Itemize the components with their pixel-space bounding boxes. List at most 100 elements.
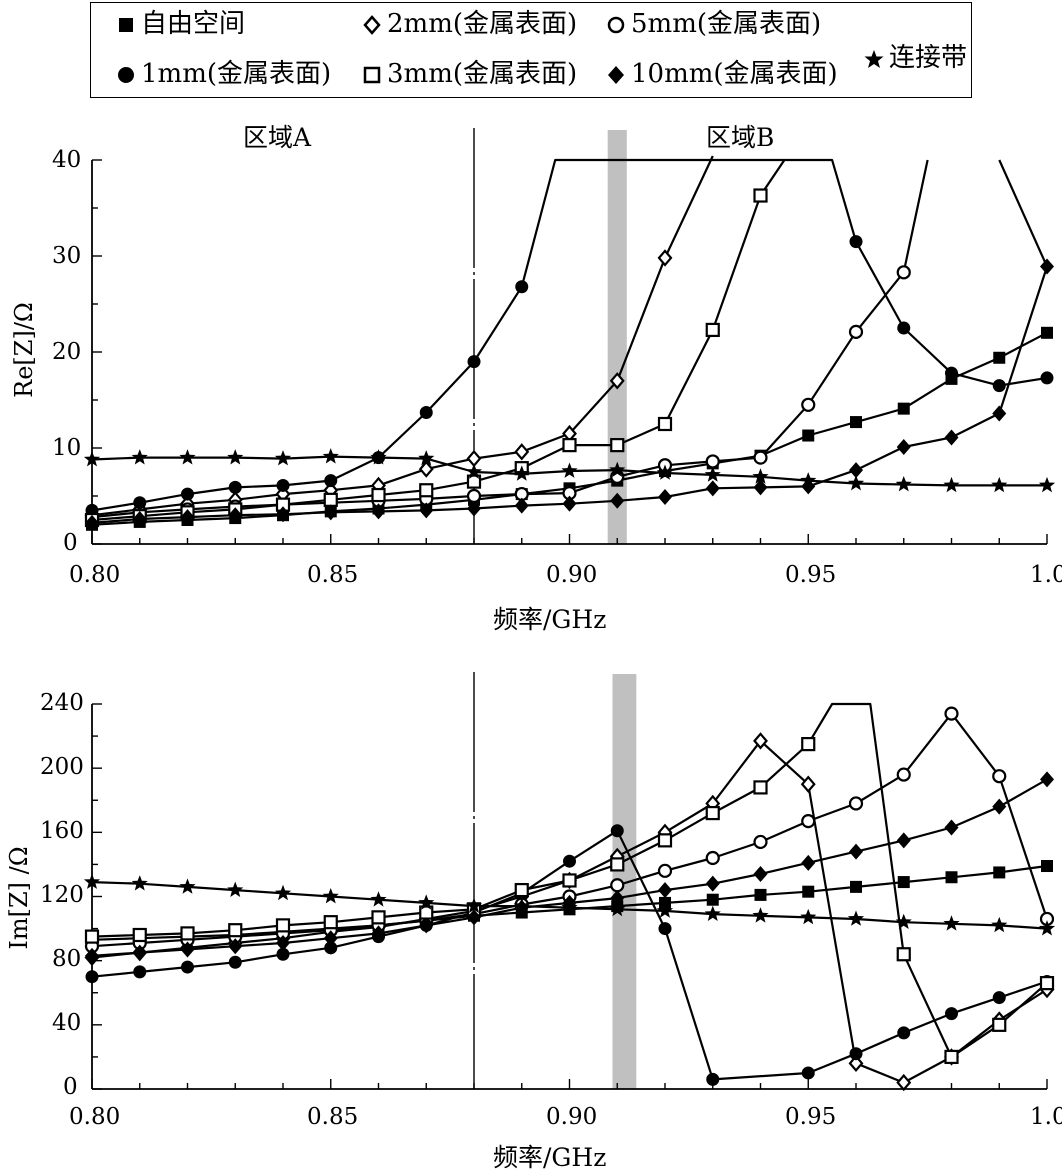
bottom-circle-filled-marker [849, 1047, 863, 1061]
legend-item-strap: 连接带 [863, 43, 967, 73]
top-diamond-filled-marker [753, 479, 768, 496]
bottom-diamond-filled-marker [849, 843, 863, 860]
bottom-star-marker [274, 884, 292, 901]
diamond-open-icon [361, 14, 383, 36]
bottom-square-filled-marker [993, 866, 1006, 879]
legend-item-3mm: 3mm(金属表面) [361, 59, 577, 89]
bottom-series-line [91, 829, 1048, 1081]
bottom-square-open-marker [610, 857, 625, 872]
bottom-x-tick: 0.85 [307, 1104, 359, 1130]
top-star-marker [800, 472, 817, 488]
top-square-open-marker [371, 487, 386, 503]
bottom-circle-filled-marker [181, 960, 194, 974]
bottom-star-marker [943, 915, 960, 931]
top-circle-filled-marker [849, 235, 863, 249]
top-circle-filled-marker [515, 280, 529, 294]
top-star-marker [991, 476, 1008, 493]
bottom-diamond-filled-marker [323, 930, 338, 947]
bottom-diamond-filled-marker [371, 925, 386, 942]
top-y-tick: 20 [52, 339, 82, 365]
bottom-star-marker [83, 873, 101, 889]
top-x-axis-label: 频率/GHz [493, 605, 607, 634]
top-diamond-filled-marker [896, 439, 911, 456]
top-diamond-filled-marker [1040, 258, 1054, 275]
bottom-square-open-marker [514, 882, 529, 898]
top-diamond-open-marker [657, 249, 673, 267]
top-star-marker [227, 449, 244, 465]
bottom-square-open-marker [228, 923, 243, 938]
legend: 自由空间 2mm(金属表面) 5mm(金属表面) 1mm(金属表面) 3mm(金… [90, 2, 972, 98]
bottom-star-marker [179, 878, 196, 894]
top-x-tick: 0.90 [546, 562, 598, 588]
square-open-icon [361, 64, 383, 86]
top-star-marker [465, 463, 483, 479]
top-circle-filled-marker [228, 480, 242, 494]
bottom-star-marker [752, 907, 769, 923]
legend-item-1mm: 1mm(金属表面) [115, 59, 331, 89]
bottom-square-open-marker [705, 805, 720, 821]
top-star-marker [895, 476, 912, 492]
top-diamond-open-marker [466, 449, 482, 468]
top-x-tick: 0.85 [307, 562, 359, 588]
top-square-filled-marker [993, 351, 1006, 364]
top-square-open-marker [753, 188, 768, 203]
top-series-line [91, 159, 786, 522]
top-x-tick: 1.0 [1030, 562, 1062, 588]
bottom-star-marker [895, 913, 912, 929]
bottom-circle-open-marker [896, 767, 911, 782]
bottom-circle-open-marker [657, 863, 673, 878]
bottom-star-marker [847, 910, 865, 926]
region-b-label: 区域B [706, 123, 775, 152]
top-star-marker [609, 461, 626, 477]
bottom-series-line [91, 702, 1048, 1058]
top-square-open-marker [657, 416, 673, 432]
bottom-circle-open-marker [992, 769, 1007, 784]
bottom-circle-filled-marker [324, 941, 338, 955]
bottom-circle-filled-marker [85, 970, 99, 984]
bottom-square-open-marker [275, 918, 291, 933]
circle-filled-icon [115, 64, 137, 86]
bottom-circle-open-marker [944, 706, 959, 721]
bottom-y-axis-label: Im[Z] /Ω [5, 846, 33, 950]
bottom-square-open-marker [562, 873, 577, 888]
bottom-diamond-filled-marker [419, 917, 434, 934]
legend-item-10mm: 10mm(金属表面) [605, 59, 838, 89]
top-star-marker [943, 476, 960, 493]
bottom-diamond-filled-marker [705, 875, 720, 892]
bottom-x-tick: 1.0 [1030, 1104, 1062, 1130]
top-star-marker [847, 475, 865, 491]
top-circle-filled-marker [181, 487, 194, 501]
top-diamond-filled-marker [467, 500, 481, 517]
bottom-circle-filled-marker [897, 1026, 911, 1040]
bottom-square-open-marker [657, 833, 673, 848]
top-series-line [91, 159, 929, 519]
top-circle-filled-marker [324, 474, 338, 488]
top-square-filled-marker [897, 402, 910, 415]
top-square-filled-marker [802, 429, 815, 442]
legend-item-free-space: 自由空间 [115, 9, 245, 39]
top-star-marker [274, 450, 292, 466]
top-diamond-filled-marker [132, 511, 147, 528]
bottom-star-marker [465, 897, 483, 913]
bottom-square-filled-marker [850, 880, 862, 893]
bottom-circle-filled-marker [610, 824, 624, 838]
bottom-x-axis-label: 频率/GHz [493, 1143, 607, 1172]
bottom-diamond-filled-marker [992, 798, 1007, 815]
top-y-tick: 30 [52, 243, 82, 269]
bottom-square-open-marker [801, 737, 816, 752]
top-circle-filled-marker [945, 366, 958, 380]
top-diamond-filled-marker [419, 502, 434, 519]
top-star-marker [83, 451, 101, 467]
legend-item-2mm: 2mm(金属表面) [361, 9, 577, 39]
top-square-filled-marker [1041, 326, 1053, 339]
bottom-circle-filled-marker [563, 854, 576, 868]
bottom-diamond-filled-marker [944, 819, 959, 836]
top-circle-filled-marker [467, 355, 481, 369]
bottom-circle-open-marker [610, 878, 625, 893]
bottom-x-tick: 0.90 [546, 1104, 598, 1130]
bottom-star-marker [561, 899, 578, 915]
top-star-marker [1038, 476, 1056, 493]
bottom-square-open-marker [944, 1049, 959, 1065]
top-diamond-filled-marker [371, 503, 386, 520]
bottom-star-marker [322, 888, 339, 904]
